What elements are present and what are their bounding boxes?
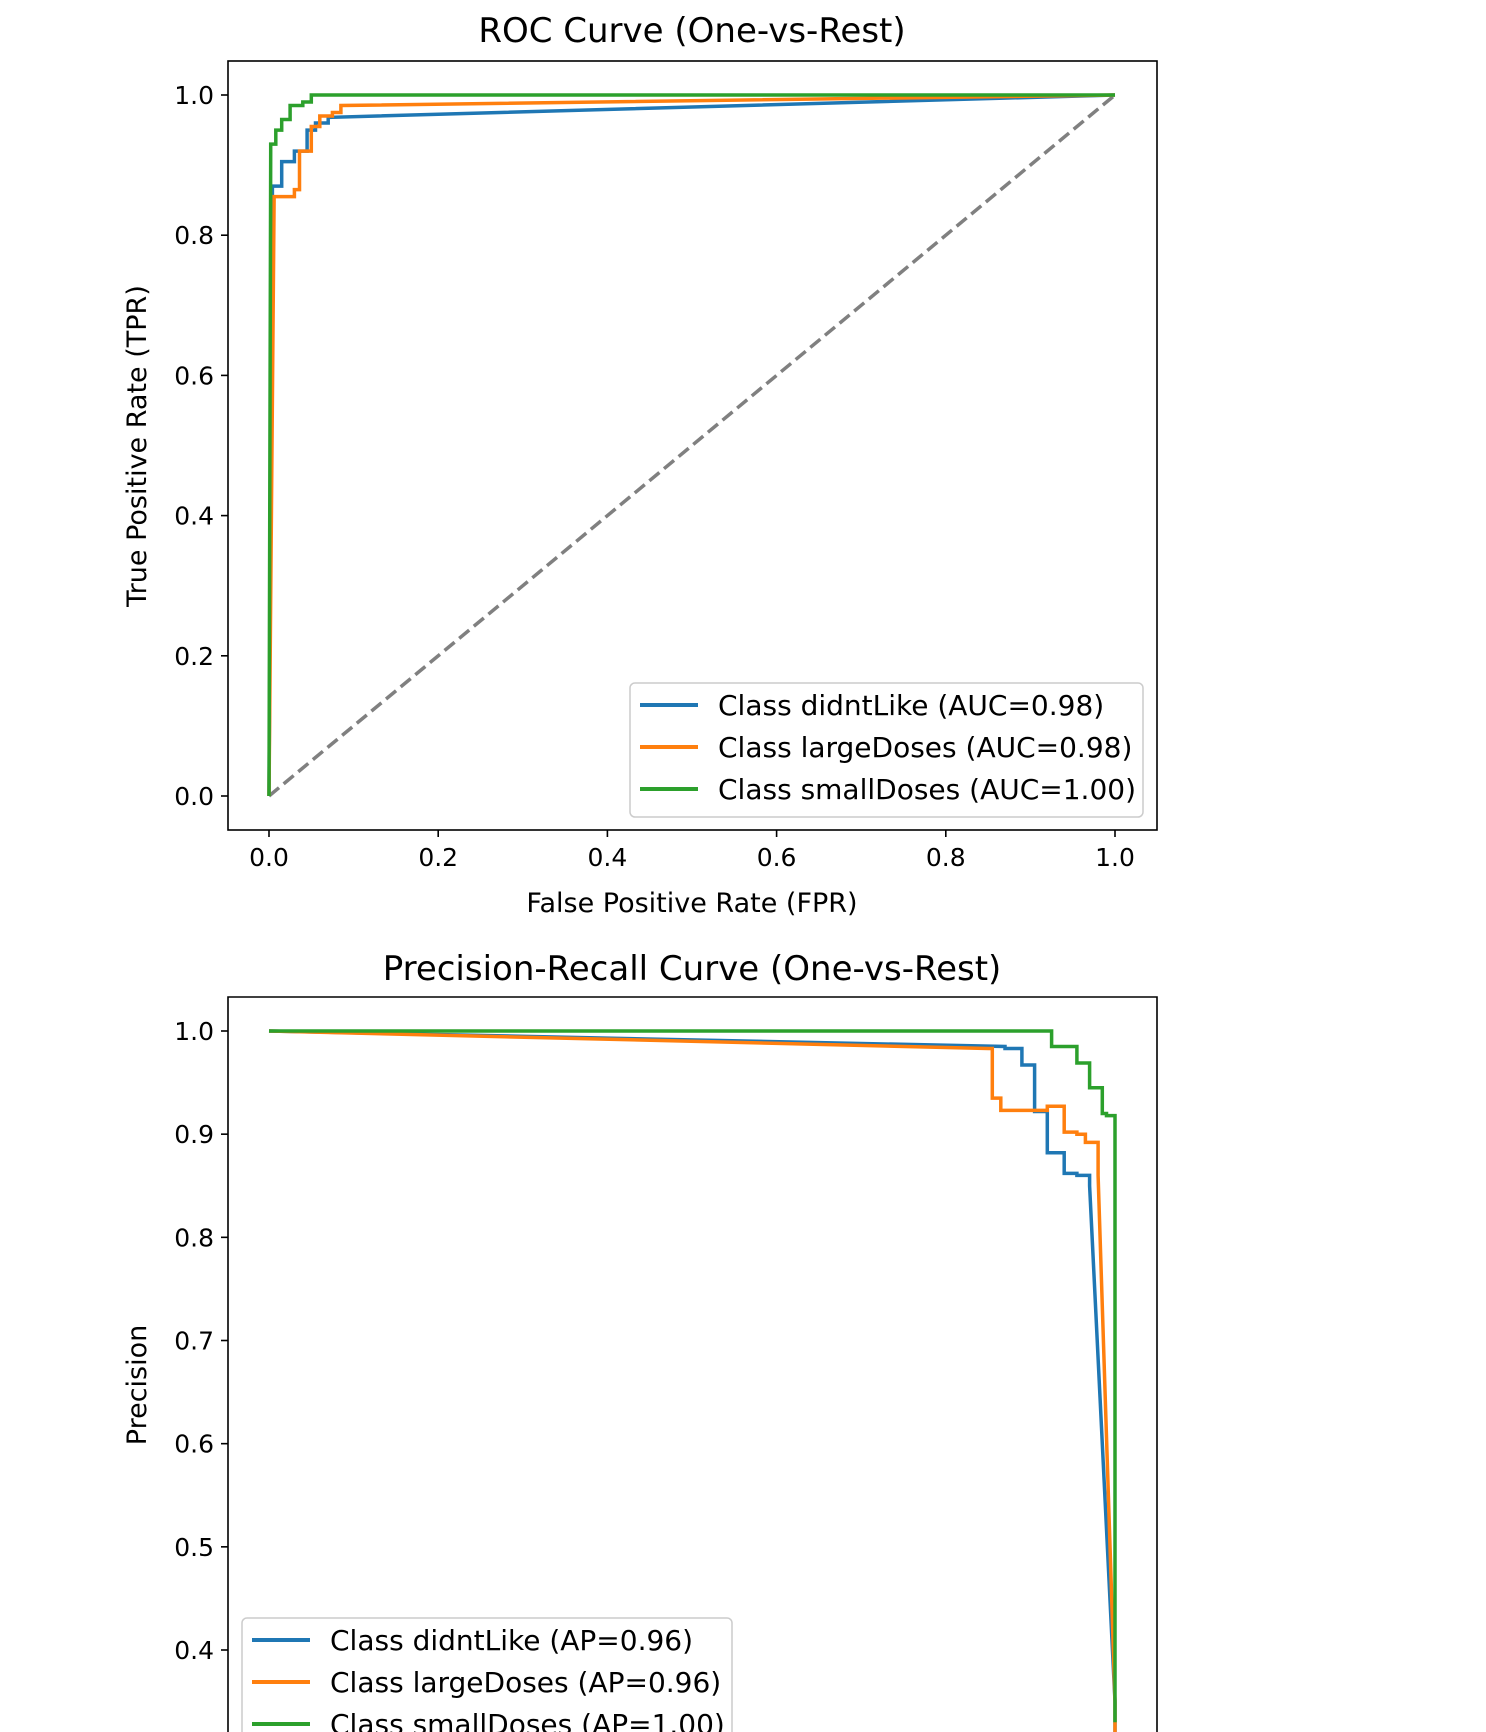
- pr-lines: [268, 1029, 1117, 1732]
- roc-chart: ROC Curve (One-vs-Rest) 0.0 0.2 0.4 0.6 0.8 1…: [122, 11, 1158, 919]
- roc-legend-label-largedoses: Class largeDoses (AUC=0.98): [718, 731, 1132, 764]
- pr-series-class-didntlike: [268, 1029, 1117, 1732]
- pr-ytick-label: 0.9: [174, 1120, 214, 1149]
- roc-xtick-label: 0.4: [588, 843, 628, 872]
- roc-chance-line: [267, 93, 1117, 798]
- pr-ytick-label: 0.5: [174, 1533, 214, 1562]
- pr-ticks: 0.4 0.5 0.6 0.7 0.8 0.9 1.0: [174, 1017, 228, 1665]
- roc-series-class-smalldoses: [267, 93, 1115, 797]
- pr-ytick-label: 0.7: [174, 1327, 214, 1356]
- pr-ytick-label: 0.4: [174, 1636, 214, 1665]
- roc-xtick-label: 0.2: [418, 843, 458, 872]
- pr-legend-box: [241, 1617, 733, 1732]
- roc-xlabel: False Positive Rate (FPR): [526, 888, 857, 919]
- roc-title: ROC Curve (One-vs-Rest): [478, 11, 905, 51]
- pr-series-class-smalldoses: [269, 1029, 1117, 1723]
- pr-series-class-largedoses: [268, 1029, 1117, 1732]
- roc-ytick-label: 0.0: [174, 782, 214, 811]
- roc-ytick-label: 0.2: [174, 642, 214, 671]
- pr-ylabel: Precision: [122, 1325, 153, 1445]
- pr-ytick-label: 1.0: [174, 1017, 214, 1046]
- roc-legend: Class didntLike (AUC=0.98) Class largeDo…: [629, 682, 1144, 818]
- roc-series-class-largedoses: [267, 93, 1116, 797]
- pr-title: Precision-Recall Curve (One-vs-Rest): [383, 949, 1002, 989]
- roc-ytick-label: 1.0: [174, 81, 214, 110]
- roc-xtick-label: 0.6: [757, 843, 797, 872]
- roc-ytick-label: 0.6: [174, 361, 214, 390]
- roc-legend-label-didntlike: Class didntLike (AUC=0.98): [718, 689, 1104, 722]
- pr-legend-label-smalldoses: Class smallDoses (AP=1.00): [330, 1708, 725, 1732]
- roc-ticks: 0.0 0.2 0.4 0.6 0.8 1.0 0.0 0.2 0.4 0.6 0.8 1.0: [174, 81, 1135, 872]
- pr-legend-label-didntlike: Class didntLike (AP=0.96): [330, 1624, 693, 1657]
- roc-ytick-label: 0.8: [174, 221, 214, 250]
- roc-xtick-label: 0.0: [249, 843, 289, 872]
- roc-legend-box: [629, 682, 1144, 818]
- pr-chart: Precision-Recall Curve (One-vs-Rest) 0.4…: [122, 949, 1158, 1732]
- roc-axes-frame: [227, 60, 1158, 831]
- pr-ytick-label: 0.8: [174, 1223, 214, 1252]
- pr-ytick-label: 0.6: [174, 1430, 214, 1459]
- pr-legend-label-largedoses: Class largeDoses (AP=0.96): [330, 1666, 721, 1699]
- roc-legend-label-smalldoses: Class smallDoses (AUC=1.00): [718, 773, 1136, 806]
- pr-legend: Class didntLike (AP=0.96) Class largeDos…: [241, 1617, 733, 1732]
- pr-axes-frame: [227, 996, 1158, 1732]
- roc-ylabel: True Positive Rate (TPR): [122, 285, 153, 608]
- roc-lines: [267, 93, 1117, 798]
- roc-xtick-label: 1.0: [1095, 843, 1135, 872]
- roc-xtick-label: 0.8: [926, 843, 966, 872]
- roc-ytick-label: 0.4: [174, 502, 214, 531]
